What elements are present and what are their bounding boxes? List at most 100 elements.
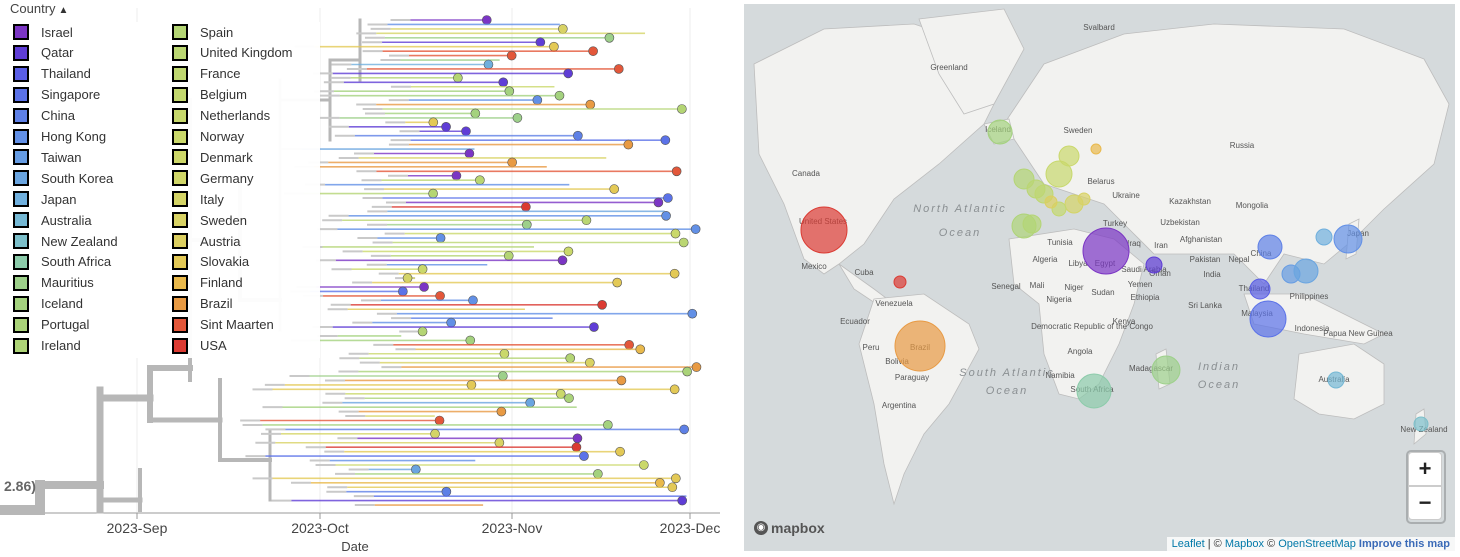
tree-tip[interactable] (419, 282, 429, 292)
tree-tip[interactable] (635, 344, 646, 355)
country-bubble[interactable] (1076, 373, 1112, 409)
tree-tip[interactable] (604, 32, 615, 43)
tree-tip[interactable] (593, 469, 603, 479)
tree-tip[interactable] (669, 384, 680, 395)
legend-item[interactable]: Qatar (13, 43, 74, 63)
legend-item[interactable]: Hong Kong (13, 127, 106, 147)
tree-tip[interactable] (466, 380, 477, 390)
legend-item[interactable]: Australia (13, 210, 92, 230)
tree-tip[interactable] (588, 46, 598, 56)
tree-tip[interactable] (522, 219, 532, 230)
legend-item[interactable]: Belgium (172, 85, 247, 105)
tree-tip[interactable] (615, 446, 625, 457)
tree-tip[interactable] (554, 90, 565, 101)
tree-tip[interactable] (441, 486, 452, 497)
country-bubble[interactable] (1077, 192, 1091, 206)
tree-tip[interactable] (483, 59, 494, 70)
tree-tip[interactable] (503, 251, 514, 261)
tree-tip[interactable] (435, 291, 445, 301)
legend-item[interactable]: France (172, 64, 240, 84)
tree-tip[interactable] (572, 433, 583, 444)
country-bubble[interactable] (893, 275, 907, 289)
tree-tip[interactable] (663, 193, 673, 203)
country-bubble[interactable] (1413, 416, 1429, 432)
tree-tip[interactable] (398, 286, 408, 297)
tree-tip[interactable] (579, 451, 589, 461)
tree-tip[interactable] (555, 388, 566, 399)
legend-item[interactable]: New Zealand (13, 231, 118, 251)
tree-tip[interactable] (504, 86, 515, 96)
tree-tip[interactable] (623, 139, 634, 150)
tree-tip[interactable] (446, 317, 456, 328)
tree-tip[interactable] (428, 188, 438, 199)
world-map[interactable]: SvalbardGreenlandRussiaCanadaUnited Stat… (744, 4, 1455, 551)
tree-tip[interactable] (496, 406, 507, 417)
legend-item[interactable]: Norway (172, 127, 244, 147)
country-bubble[interactable] (1058, 145, 1080, 167)
legend-item[interactable]: Japan (13, 189, 76, 209)
tree-tip[interactable] (671, 166, 682, 177)
tree-tip[interactable] (402, 273, 413, 283)
zoom-in-button[interactable]: + (1408, 452, 1442, 486)
tree-tip[interactable] (498, 77, 509, 88)
tree-tip[interactable] (532, 95, 543, 105)
country-bubble[interactable] (1327, 371, 1345, 389)
tree-tip[interactable] (677, 104, 687, 114)
tree-tip[interactable] (417, 326, 428, 337)
leaflet-link[interactable]: Leaflet (1171, 538, 1205, 550)
country-bubble[interactable] (1257, 234, 1283, 260)
legend-item[interactable]: Spain (172, 22, 233, 42)
tree-tip[interactable] (525, 397, 536, 408)
tree-tip[interactable] (597, 299, 607, 310)
legend-item[interactable]: Netherlands (172, 106, 270, 126)
tree-canvas[interactable]: 2023-Sep 2023-Oct 2023-Nov 2023-Dec Date 2.86… (0, 0, 720, 557)
legend-item[interactable]: Denmark (172, 147, 253, 167)
country-bubble[interactable] (1249, 278, 1271, 300)
tree-tip[interactable] (616, 375, 627, 386)
tree-tip[interactable] (660, 135, 671, 145)
tree-tip[interactable] (494, 437, 505, 448)
legend-item[interactable]: Austria (172, 231, 240, 251)
country-bubble[interactable] (1151, 355, 1181, 385)
legend-item[interactable]: South Africa (13, 252, 111, 272)
country-bubble[interactable] (800, 206, 848, 254)
country-bubble[interactable] (1315, 228, 1333, 246)
tree-tip[interactable] (661, 211, 671, 221)
tree-tip[interactable] (565, 353, 576, 364)
zoom-out-button[interactable]: − (1408, 486, 1442, 520)
country-bubble[interactable] (1333, 224, 1363, 254)
tree-tip[interactable] (563, 68, 573, 79)
tree-tip[interactable] (468, 295, 478, 306)
legend-item[interactable]: South Korea (13, 168, 113, 188)
tree-tip[interactable] (670, 228, 681, 239)
tree-tip[interactable] (679, 424, 689, 435)
tree-tip[interactable] (581, 215, 592, 226)
legend-item[interactable]: Taiwan (13, 147, 81, 167)
tree-tip[interactable] (589, 322, 599, 332)
tree-tip[interactable] (613, 64, 624, 74)
tree-tip[interactable] (430, 429, 440, 439)
country-bubble[interactable] (987, 119, 1013, 145)
tree-tip[interactable] (499, 348, 510, 359)
legend-item[interactable]: Portugal (13, 315, 89, 335)
tree-tip[interactable] (585, 357, 595, 368)
country-bubble[interactable] (1145, 256, 1163, 274)
tree-tip[interactable] (535, 37, 546, 48)
legend-item[interactable]: USA (172, 336, 227, 356)
tree-tip[interactable] (507, 157, 517, 168)
tree-tip[interactable] (453, 73, 463, 83)
tree-tip[interactable] (465, 335, 476, 346)
tree-tip[interactable] (411, 464, 421, 475)
tree-tip[interactable] (512, 113, 523, 123)
tree-tip[interactable] (558, 24, 568, 34)
tree-tip[interactable] (624, 340, 634, 350)
tree-tip[interactable] (564, 393, 574, 404)
country-bubble[interactable] (1082, 227, 1130, 275)
tree-tip[interactable] (671, 473, 681, 484)
legend-item[interactable]: Iceland (13, 294, 83, 314)
tree-tip[interactable] (667, 482, 678, 493)
tree-tip[interactable] (573, 130, 583, 141)
country-bubble[interactable] (1293, 258, 1319, 284)
tree-tip[interactable] (678, 237, 689, 248)
legend-item[interactable]: Italy (172, 189, 224, 209)
